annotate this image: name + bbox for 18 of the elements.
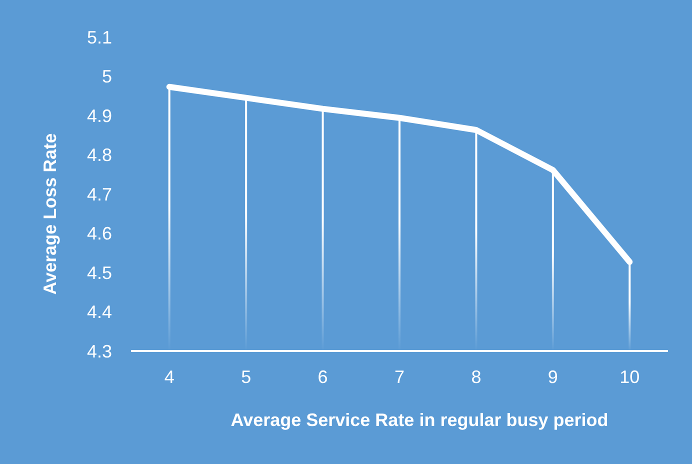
x-tick-label: 10 (620, 367, 640, 387)
y-tick-label: 4.7 (86, 184, 112, 204)
y-tick-label: 4.3 (86, 341, 112, 362)
y-tick-label: 4.9 (86, 106, 112, 126)
y-tick-label: 4.5 (86, 262, 112, 283)
y-tick-label: 4.8 (86, 145, 112, 166)
y-axis-title: Average Loss Rate (40, 133, 60, 295)
y-tick-label: 4.6 (86, 224, 112, 244)
x-tick-label: 8 (471, 367, 482, 387)
y-tick-label: 5 (102, 66, 112, 87)
x-axis-title: Average Service Rate in regular busy period (230, 410, 608, 430)
x-tick-label: 9 (548, 367, 558, 387)
x-tick-label: 4 (164, 367, 174, 387)
y-tick-label: 4.4 (86, 302, 112, 322)
x-tick-label: 5 (241, 367, 252, 387)
x-tick-label: 6 (318, 367, 328, 387)
y-tick-label: 5.1 (86, 27, 112, 48)
x-tick-label: 7 (394, 367, 405, 387)
